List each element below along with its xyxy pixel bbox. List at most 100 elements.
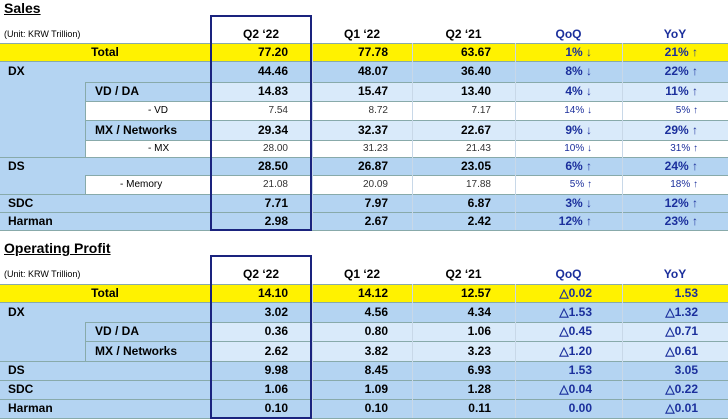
column-header: Q2 ‘21	[445, 267, 482, 281]
cell-value: 3% ↓	[515, 194, 622, 212]
label-cell	[85, 140, 210, 157]
cell-value: 18% ↑	[622, 175, 728, 194]
group-cell	[0, 340, 85, 361]
highlight-column	[210, 15, 312, 231]
unit-note: (Unit: KRW Trillion)	[4, 29, 81, 39]
cell-value: 26.87	[312, 157, 412, 175]
column-header: Q2 ‘22	[242, 267, 280, 281]
row-bg	[0, 284, 728, 302]
row-bg	[0, 157, 728, 175]
cell-value: 10% ↓	[515, 140, 622, 157]
cell-value: △0.01	[622, 399, 728, 418]
cell-value: 0.11	[412, 399, 515, 418]
cell-value: 21% ↑	[622, 43, 728, 61]
cell-value: 5% ↑	[515, 175, 622, 194]
row-label: Harman	[8, 401, 53, 415]
label-cell	[85, 82, 210, 101]
column-header: Q2 ‘21	[445, 27, 482, 41]
cell-value: 21.43	[412, 140, 515, 157]
cell-value: 5% ↑	[622, 101, 728, 120]
cell-value: 22.67	[412, 120, 515, 140]
cell-value: 31.23	[312, 140, 412, 157]
cell-value: △0.71	[622, 322, 728, 341]
cell-value: 1.53	[515, 361, 622, 380]
cell-value: △0.02	[515, 284, 622, 302]
cell-value: 4.34	[412, 302, 515, 322]
row-label: DX	[8, 64, 25, 78]
cell-value: 2.42	[412, 212, 515, 230]
cell-value: 17.88	[412, 175, 515, 194]
highlight-column	[210, 255, 312, 419]
label-cell	[85, 175, 210, 194]
label-cell	[85, 341, 210, 361]
group-cell	[0, 100, 85, 120]
cell-value: 6.93	[412, 361, 515, 380]
cell-value: 20.09	[312, 175, 412, 194]
group-cell	[0, 81, 85, 101]
cell-value: 15.47	[312, 82, 412, 101]
cell-value: 7.97	[312, 194, 412, 212]
cell-value: 48.07	[312, 61, 412, 82]
cell-value: 24% ↑	[622, 157, 728, 175]
cell-value: 3.23	[412, 341, 515, 361]
row-bg	[0, 43, 728, 61]
column-header: QoQ	[555, 27, 582, 41]
row-label: MX / Networks	[95, 123, 178, 137]
row-label: SDC	[8, 382, 34, 396]
row-label: - VD	[148, 105, 168, 116]
cell-value: 23% ↑	[622, 212, 728, 230]
cell-value: 6.87	[412, 194, 515, 212]
cell-value: 0.00	[515, 399, 622, 418]
cell-value: 1.28	[412, 380, 515, 399]
row-label: DX	[8, 305, 25, 319]
cell-value: 0.80	[312, 322, 412, 341]
row-label: VD / DA	[95, 324, 140, 338]
cell-value: 3.82	[312, 341, 412, 361]
row-label: DS	[8, 159, 25, 173]
row-label: SDC	[8, 196, 34, 210]
row-label: VD / DA	[95, 84, 140, 98]
row-bg	[0, 361, 728, 380]
cell-value: 4.56	[312, 302, 412, 322]
cell-value: 0.10	[312, 399, 412, 418]
cell-value: △1.20	[515, 341, 622, 361]
cell-value: 13.40	[412, 82, 515, 101]
cell-value: 23.05	[412, 157, 515, 175]
cell-value: 4% ↓	[515, 82, 622, 101]
cell-value: 12.57	[412, 284, 515, 302]
column-header: Q2 ‘22	[242, 27, 280, 41]
cell-value: 14.12	[312, 284, 412, 302]
row-bg	[0, 399, 728, 418]
row-label: - MX	[148, 143, 170, 154]
group-cell	[0, 321, 85, 341]
row-label: - Memory	[120, 179, 163, 190]
row-label: Harman	[8, 214, 53, 228]
row-bg	[0, 302, 728, 322]
row-bg	[0, 380, 728, 399]
group-cell	[0, 174, 85, 194]
label-cell	[85, 322, 210, 341]
row-label: Total	[91, 45, 119, 59]
cell-value: △0.22	[622, 380, 728, 399]
group-cell	[0, 139, 85, 157]
cell-value: 77.78	[312, 43, 412, 61]
cell-value: 8.45	[312, 361, 412, 380]
cell-value: 29% ↑	[622, 120, 728, 140]
cell-value: 31% ↑	[622, 140, 728, 157]
row-bg	[0, 61, 728, 82]
row-bg	[0, 194, 728, 212]
cell-value: 14% ↓	[515, 101, 622, 120]
cell-value: 22% ↑	[622, 61, 728, 82]
cell-value: △0.45	[515, 322, 622, 341]
cell-value: 36.40	[412, 61, 515, 82]
cell-value: 1.53	[622, 284, 728, 302]
cell-value: 1.09	[312, 380, 412, 399]
label-cell	[85, 120, 210, 140]
column-header: Q1 ‘22	[343, 267, 381, 281]
column-header: YoY	[663, 267, 687, 281]
cell-value: 12% ↑	[515, 212, 622, 230]
column-header: YoY	[663, 27, 687, 41]
row-bg	[0, 212, 728, 230]
cell-value: 1.06	[412, 322, 515, 341]
row-label: DS	[8, 363, 25, 377]
